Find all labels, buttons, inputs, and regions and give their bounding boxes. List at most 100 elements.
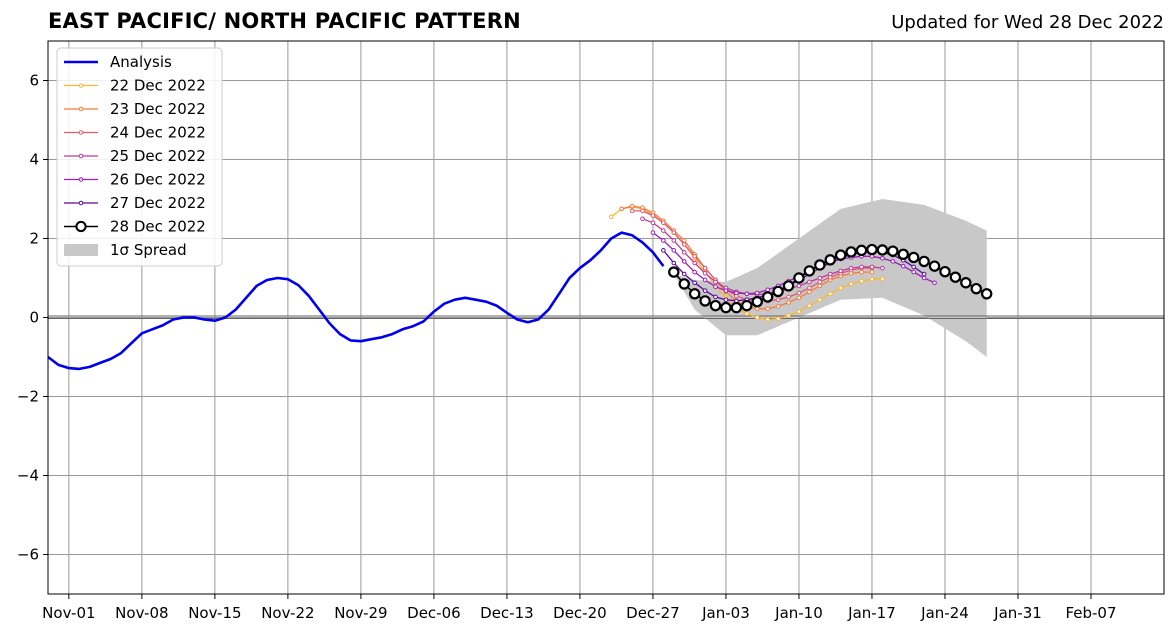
data-point bbox=[921, 271, 927, 277]
data-point bbox=[928, 260, 941, 272]
data-point bbox=[754, 290, 760, 296]
data-point bbox=[661, 238, 666, 243]
legend-swatch-marker bbox=[78, 106, 84, 112]
y-tick-label: 0 bbox=[29, 309, 39, 327]
legend-swatch-marker bbox=[78, 200, 84, 206]
legend-label: 23 Dec 2022 bbox=[110, 100, 206, 118]
data-point bbox=[880, 265, 885, 271]
data-point bbox=[661, 228, 666, 233]
data-point bbox=[869, 264, 875, 270]
data-point bbox=[775, 316, 781, 321]
data-point bbox=[671, 260, 677, 266]
data-point bbox=[761, 291, 774, 303]
data-point bbox=[859, 278, 864, 284]
data-point bbox=[838, 268, 843, 274]
data-point bbox=[723, 297, 729, 303]
data-point bbox=[807, 279, 812, 285]
data-point bbox=[834, 249, 847, 261]
data-point bbox=[807, 285, 812, 291]
data-point bbox=[796, 283, 802, 289]
data-point bbox=[678, 278, 690, 290]
legend-swatch-marker bbox=[78, 83, 84, 88]
data-point bbox=[619, 206, 624, 212]
data-point bbox=[911, 269, 916, 275]
data-point bbox=[754, 315, 760, 320]
data-point bbox=[817, 297, 823, 303]
data-point bbox=[692, 253, 697, 259]
data-point bbox=[807, 303, 812, 308]
legend-label: 26 Dec 2022 bbox=[110, 171, 206, 189]
data-point bbox=[681, 238, 687, 243]
data-point bbox=[887, 245, 899, 257]
data-point bbox=[688, 288, 701, 300]
data-point bbox=[661, 220, 666, 225]
data-point bbox=[880, 255, 885, 261]
y-tick-label: 2 bbox=[29, 230, 39, 248]
data-point bbox=[827, 291, 833, 297]
data-point bbox=[796, 290, 802, 296]
data-point bbox=[900, 263, 906, 269]
legend-label: 22 Dec 2022 bbox=[110, 77, 206, 95]
legend-box bbox=[56, 47, 223, 267]
data-point bbox=[817, 283, 823, 289]
data-point bbox=[681, 242, 687, 247]
data-point bbox=[671, 248, 677, 253]
zero-line-layer bbox=[48, 315, 1164, 319]
data-point bbox=[807, 289, 812, 295]
data-point bbox=[775, 304, 781, 309]
data-point bbox=[713, 279, 718, 285]
data-point bbox=[650, 213, 656, 218]
data-point bbox=[949, 271, 962, 283]
x-tick-label: Nov-15 bbox=[188, 604, 241, 622]
x-tick-label: Jan-31 bbox=[993, 604, 1042, 622]
data-point bbox=[702, 288, 708, 293]
legend-label: 24 Dec 2022 bbox=[110, 124, 206, 142]
data-point bbox=[869, 269, 875, 275]
data-point bbox=[772, 285, 784, 298]
x-tick-label: Nov-22 bbox=[261, 604, 314, 622]
data-point bbox=[793, 272, 805, 284]
legend-label: 25 Dec 2022 bbox=[110, 147, 206, 165]
data-point bbox=[932, 280, 937, 286]
x-tick-label: Dec-06 bbox=[407, 604, 461, 622]
data-point bbox=[692, 280, 697, 286]
series-layer bbox=[47, 203, 993, 371]
data-point bbox=[741, 299, 753, 312]
data-point bbox=[640, 208, 645, 214]
legend-label: 28 Dec 2022 bbox=[110, 218, 206, 236]
data-point bbox=[702, 277, 708, 283]
data-point bbox=[869, 276, 875, 282]
axis-ticks: Nov-01 Nov-08 Nov-15 Nov-22 Nov-29 Dec-06 Dec-… bbox=[17, 72, 1117, 623]
data-point bbox=[817, 279, 823, 285]
y-tick-label: −4 bbox=[17, 467, 39, 485]
data-point bbox=[848, 281, 854, 287]
data-point bbox=[608, 214, 614, 220]
data-point bbox=[786, 300, 791, 305]
data-point bbox=[671, 230, 677, 235]
y-tick-label: −6 bbox=[17, 546, 39, 564]
legend-label: Analysis bbox=[110, 53, 172, 71]
legend: Analysis 22 Dec 2022 23 Dec 2022 24 Dec 202… bbox=[56, 47, 223, 267]
data-point bbox=[702, 270, 708, 276]
updated-date: Updated for Wed 28 Dec 2022 bbox=[891, 12, 1164, 33]
data-point bbox=[782, 280, 795, 292]
data-point bbox=[859, 269, 864, 275]
data-point bbox=[692, 269, 697, 275]
data-point bbox=[918, 255, 930, 268]
x-tick-label: Jan-03 bbox=[701, 604, 750, 622]
data-point bbox=[699, 295, 711, 307]
data-point bbox=[921, 275, 927, 281]
x-tick-label: Jan-10 bbox=[774, 604, 823, 622]
data-point bbox=[859, 264, 864, 270]
data-point bbox=[709, 299, 722, 312]
legend-swatch-marker bbox=[78, 177, 84, 182]
data-point bbox=[650, 220, 656, 225]
data-point bbox=[970, 282, 982, 295]
data-point bbox=[796, 309, 802, 314]
x-tick-label: Dec-27 bbox=[626, 604, 680, 622]
data-point bbox=[730, 301, 743, 314]
data-point bbox=[814, 259, 826, 271]
data-point bbox=[754, 306, 760, 312]
data-point bbox=[765, 287, 770, 293]
data-point bbox=[713, 294, 718, 300]
